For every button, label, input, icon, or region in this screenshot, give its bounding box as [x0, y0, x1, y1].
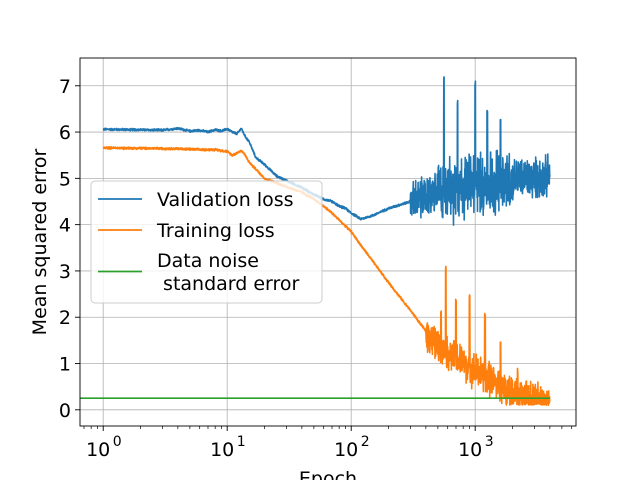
- x-tick-label: 10: [86, 439, 110, 461]
- x-tick-exponent: 1: [237, 434, 246, 450]
- x-tick-exponent: 3: [485, 434, 494, 450]
- y-tick-label: 3: [59, 261, 71, 283]
- series-line-0: [102, 76, 551, 226]
- y-tick-label: 0: [59, 400, 71, 422]
- x-tick-exponent: 0: [113, 434, 122, 450]
- plot-frame: [79, 57, 577, 427]
- x-tick-label: 10: [210, 439, 234, 461]
- x-tick-label: 10: [458, 439, 482, 461]
- x-tick-exponent: 2: [361, 434, 370, 450]
- series-line-1: [102, 146, 551, 406]
- series-layer: [80, 76, 551, 406]
- y-tick-label: 5: [59, 168, 71, 190]
- legend: Validation loss Training loss Data noise s…: [90, 180, 323, 304]
- y-axis-label: Mean squared error: [29, 148, 51, 335]
- legend-label-1: Training loss: [156, 220, 275, 242]
- y-tick-label: 4: [59, 215, 71, 237]
- legend-label-2: Data noise: [157, 250, 259, 272]
- legend-label-0: Validation loss: [157, 189, 294, 211]
- legend-label-2: standard error: [157, 273, 300, 295]
- y-tick-label: 1: [59, 354, 71, 376]
- y-tick-label: 6: [59, 122, 71, 144]
- y-tick-label: 7: [59, 76, 71, 98]
- y-tick-label: 2: [59, 307, 71, 329]
- x-tick-label: 10: [334, 439, 358, 461]
- x-axis-label: Epoch: [299, 468, 357, 480]
- legend-box: [90, 180, 323, 304]
